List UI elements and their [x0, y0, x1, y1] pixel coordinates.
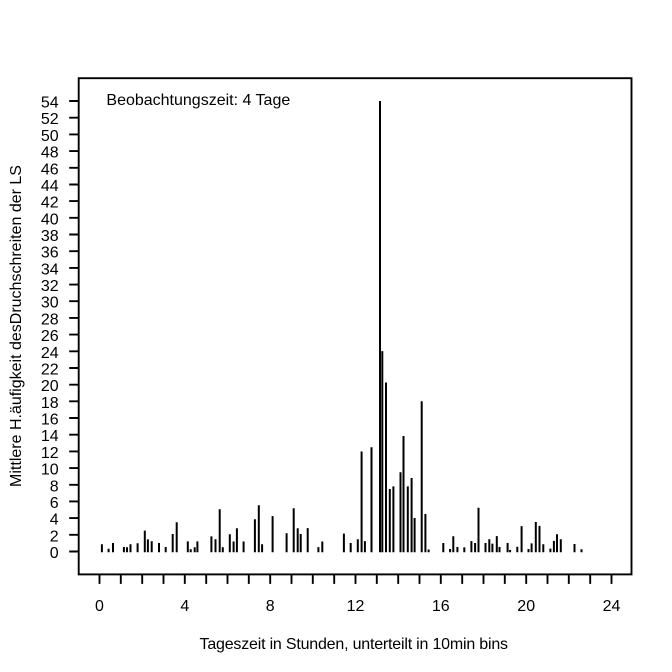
svg-text:38: 38: [41, 228, 59, 245]
svg-text:10: 10: [41, 462, 59, 479]
svg-text:6: 6: [50, 495, 59, 512]
svg-text:50: 50: [41, 128, 59, 145]
svg-text:22: 22: [41, 362, 59, 379]
svg-text:8: 8: [50, 478, 59, 495]
svg-text:12: 12: [347, 598, 365, 615]
svg-text:Mittlere H.äufigkeit desDruchs: Mittlere H.äufigkeit desDruchschreiten d…: [8, 165, 25, 487]
svg-text:44: 44: [41, 178, 59, 195]
svg-text:28: 28: [41, 311, 59, 328]
svg-text:40: 40: [41, 211, 59, 228]
svg-text:2: 2: [50, 528, 59, 545]
svg-text:18: 18: [41, 395, 59, 412]
svg-text:26: 26: [41, 328, 59, 345]
svg-text:Beobachtungszeit: 4 Tage: Beobachtungszeit: 4 Tage: [106, 92, 290, 109]
svg-text:36: 36: [41, 245, 59, 262]
svg-text:4: 4: [50, 512, 59, 529]
svg-text:46: 46: [41, 161, 59, 178]
svg-text:0: 0: [50, 545, 59, 562]
svg-text:20: 20: [517, 598, 535, 615]
svg-text:24: 24: [41, 345, 59, 362]
svg-text:0: 0: [95, 598, 104, 615]
svg-text:48: 48: [41, 145, 59, 162]
svg-text:4: 4: [180, 598, 189, 615]
svg-text:54: 54: [41, 95, 59, 112]
svg-text:20: 20: [41, 378, 59, 395]
svg-text:16: 16: [432, 598, 450, 615]
svg-text:24: 24: [603, 598, 621, 615]
svg-text:Tageszeit in Stunden, untertei: Tageszeit in Stunden, unterteilt in 10mi…: [200, 636, 509, 653]
svg-text:14: 14: [41, 428, 59, 445]
svg-text:12: 12: [41, 445, 59, 462]
svg-text:42: 42: [41, 195, 59, 212]
svg-text:34: 34: [41, 261, 59, 278]
svg-text:52: 52: [41, 111, 59, 128]
svg-text:32: 32: [41, 278, 59, 295]
svg-text:30: 30: [41, 295, 59, 312]
svg-text:16: 16: [41, 412, 59, 429]
svg-text:8: 8: [266, 598, 275, 615]
